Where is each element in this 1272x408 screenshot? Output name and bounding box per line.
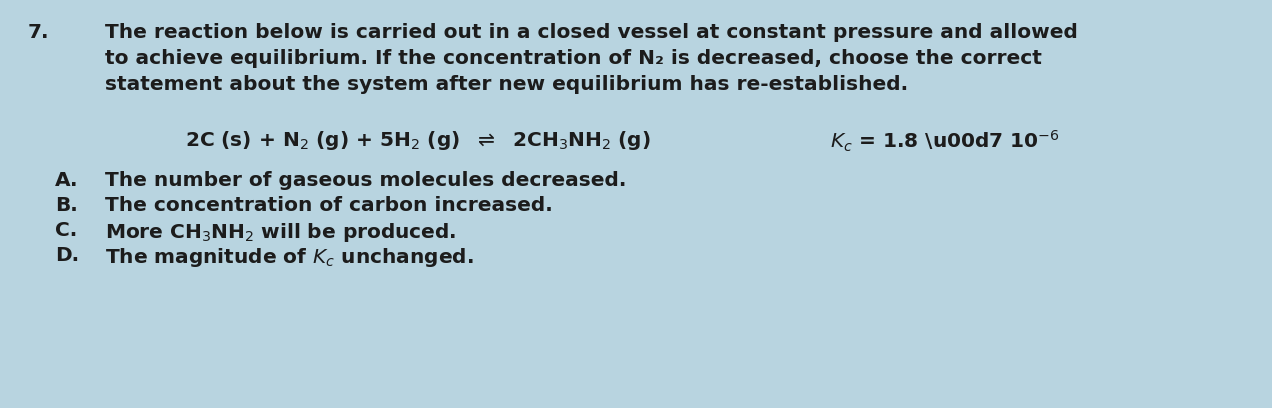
Text: D.: D.: [55, 246, 79, 265]
Text: The number of gaseous molecules decreased.: The number of gaseous molecules decrease…: [106, 171, 626, 190]
Text: B.: B.: [55, 196, 78, 215]
Text: statement about the system after new equilibrium has re-established.: statement about the system after new equ…: [106, 75, 908, 94]
Text: 2C (s) + N$_2$ (g) + 5H$_2$ (g)  $\rightleftharpoons$  2CH$_3$NH$_2$ (g): 2C (s) + N$_2$ (g) + 5H$_2$ (g) $\rightl…: [184, 129, 651, 152]
Text: 7.: 7.: [28, 23, 50, 42]
Text: The magnitude of $K_c$ unchanged.: The magnitude of $K_c$ unchanged.: [106, 246, 473, 269]
Text: The reaction below is carried out in a closed vessel at constant pressure and al: The reaction below is carried out in a c…: [106, 23, 1077, 42]
Text: to achieve equilibrium. If the concentration of N₂ is decreased, choose the corr: to achieve equilibrium. If the concentra…: [106, 49, 1042, 68]
Text: A.: A.: [55, 171, 79, 190]
Text: The concentration of carbon increased.: The concentration of carbon increased.: [106, 196, 553, 215]
Text: More CH$_3$NH$_2$ will be produced.: More CH$_3$NH$_2$ will be produced.: [106, 221, 457, 244]
Text: C.: C.: [55, 221, 78, 240]
Text: $K_c$ = 1.8 \u00d7 10$^{-6}$: $K_c$ = 1.8 \u00d7 10$^{-6}$: [831, 129, 1060, 154]
